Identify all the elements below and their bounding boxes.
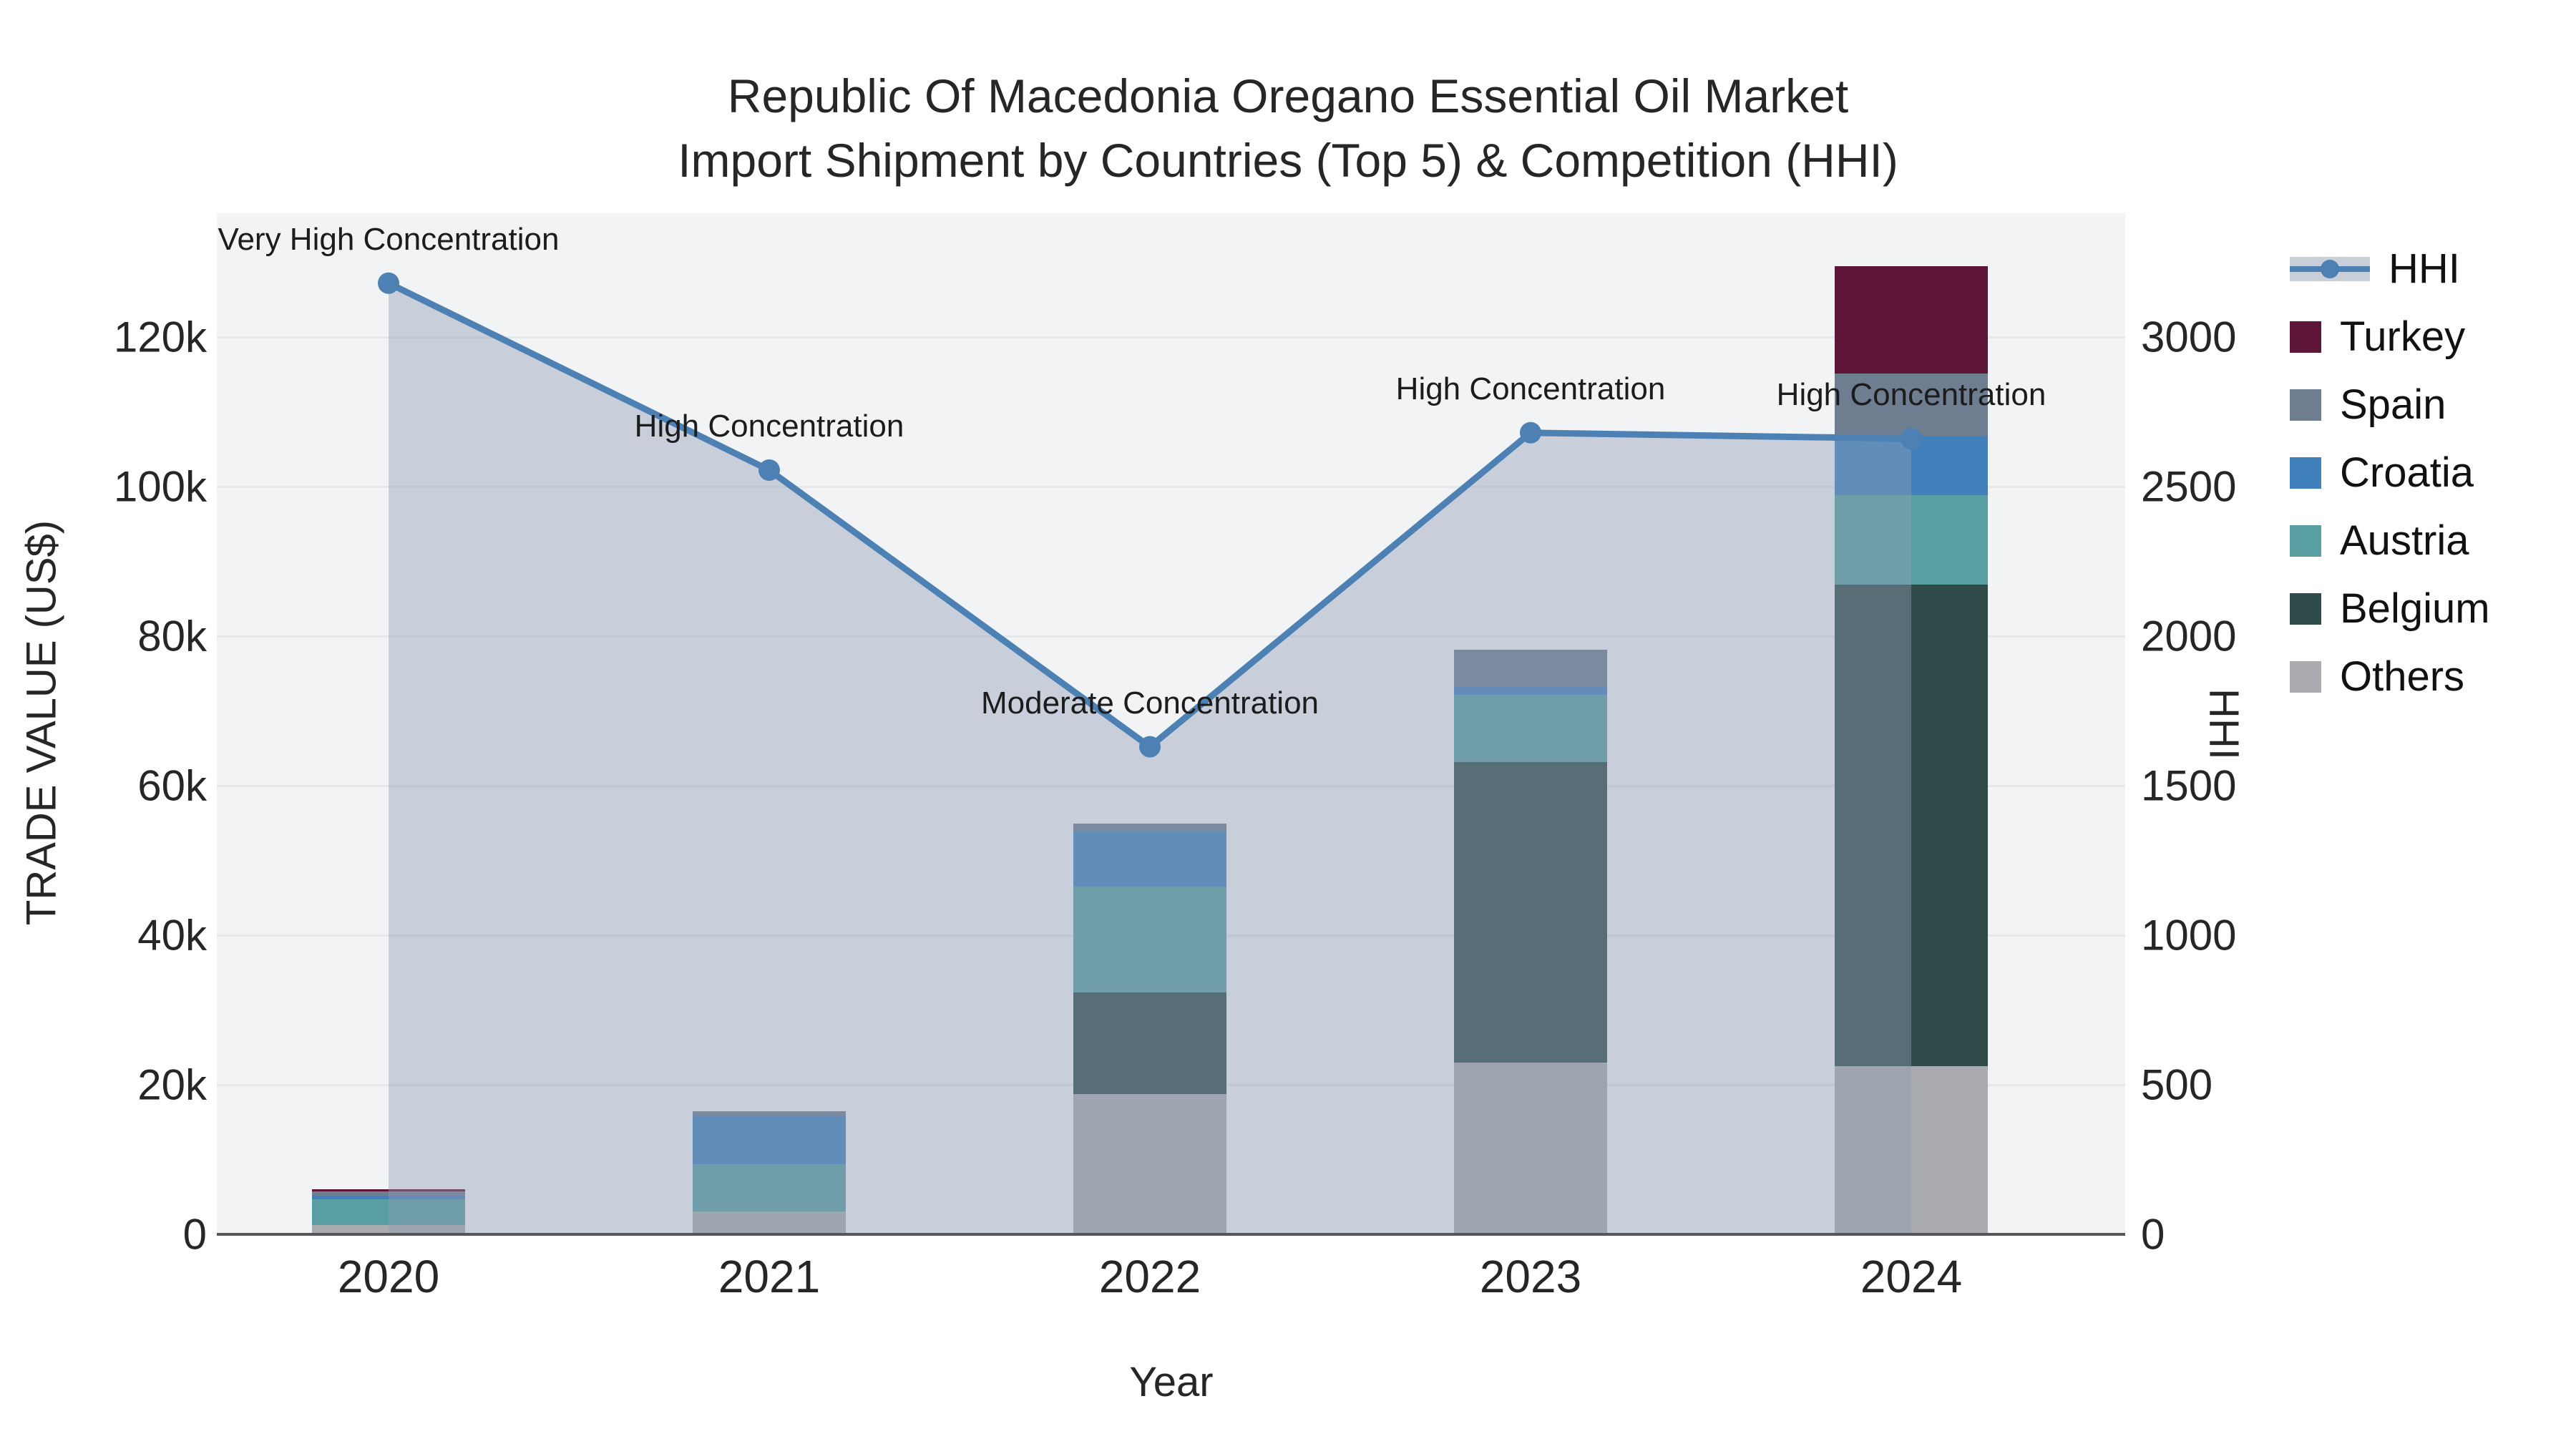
y-right-tick-label: 1000 xyxy=(2141,911,2237,960)
h-gridline xyxy=(217,785,2125,787)
legend-item-spain[interactable]: Spain xyxy=(2290,371,2490,439)
bar-segment-belgium-2022[interactable] xyxy=(1073,992,1226,1094)
legend-label: Spain xyxy=(2340,381,2446,428)
bar-segment-croatia-2023[interactable] xyxy=(1454,686,1607,695)
bar-segment-turkey-2024[interactable] xyxy=(1835,265,1988,374)
annotation-2020: Very High Concentration xyxy=(218,221,560,257)
annotation-2021: High Concentration xyxy=(634,409,904,444)
y-right-tick-label: 2000 xyxy=(2141,612,2237,660)
x-axis-title: Year xyxy=(1129,1359,1214,1405)
legend-color-swatch-icon xyxy=(2290,389,2321,421)
y-right-tick-label: 3000 xyxy=(2141,313,2237,361)
legend-item-croatia[interactable]: Croatia xyxy=(2290,439,2490,507)
bar-segment-croatia-2021[interactable] xyxy=(693,1116,846,1164)
annotation-2022: Moderate Concentration xyxy=(980,685,1319,721)
stacked-bar-2024[interactable] xyxy=(1835,265,1988,1234)
legend-label: Croatia xyxy=(2340,449,2474,496)
bar-segment-spain-2021[interactable] xyxy=(693,1111,846,1116)
x-tick-label: 2023 xyxy=(1479,1251,1582,1302)
legend-color-swatch-icon xyxy=(2290,660,2321,693)
bar-segment-others-2022[interactable] xyxy=(1073,1093,1226,1234)
bar-segment-spain-2024[interactable] xyxy=(1835,374,1988,436)
hhi-marker-2020[interactable] xyxy=(378,272,399,294)
y-right-tick-label: 2500 xyxy=(2141,462,2237,511)
bar-segment-others-2020[interactable] xyxy=(312,1225,465,1234)
x-tick-label: 2024 xyxy=(1860,1251,1963,1302)
y-left-tick-label: 100k xyxy=(113,462,207,511)
chart-title-line1: Republic Of Macedonia Oregano Essential … xyxy=(727,69,1849,122)
legend-color-swatch-icon xyxy=(2290,525,2321,557)
y-left-tick-label: 80k xyxy=(137,612,207,660)
bar-segment-croatia-2020[interactable] xyxy=(312,1195,465,1199)
bar-segment-spain-2023[interactable] xyxy=(1454,649,1607,687)
y-left-tick-label: 20k xyxy=(137,1060,207,1109)
annotation-2024: High Concentration xyxy=(1776,377,2046,413)
hhi-swatch-dot xyxy=(2321,259,2339,278)
legend-label: Belgium xyxy=(2340,585,2490,632)
hhi-marker-2022[interactable] xyxy=(1139,736,1161,758)
bar-segment-croatia-2022[interactable] xyxy=(1073,831,1226,887)
bar-segment-others-2021[interactable] xyxy=(693,1211,846,1234)
y-left-tick-label: 120k xyxy=(113,313,207,361)
hhi-area-fill xyxy=(389,283,1911,1234)
bar-segment-spain-2022[interactable] xyxy=(1073,824,1226,831)
bar-segment-belgium-2023[interactable] xyxy=(1454,761,1607,1063)
bar-segment-austria-2024[interactable] xyxy=(1835,494,1988,585)
h-gridline xyxy=(217,635,2125,638)
x-tick-label: 2021 xyxy=(718,1251,821,1302)
bar-segment-austria-2020[interactable] xyxy=(312,1199,465,1226)
bar-segment-austria-2023[interactable] xyxy=(1454,694,1607,762)
x-axis-line xyxy=(217,1233,2125,1236)
legend-label: Others xyxy=(2340,653,2465,700)
y-left-tick-label: 0 xyxy=(182,1210,207,1259)
bar-segment-turkey-2020[interactable] xyxy=(312,1189,465,1192)
hhi-marker-2024[interactable] xyxy=(1901,428,1922,450)
bar-segment-belgium-2024[interactable] xyxy=(1835,584,1988,1066)
legend-label: HHI xyxy=(2389,245,2460,292)
y-right-tick-label: 0 xyxy=(2141,1210,2165,1259)
annotation-2023: High Concentration xyxy=(1395,371,1666,406)
hhi-marker-2023[interactable] xyxy=(1520,421,1541,444)
legend-color-swatch-icon xyxy=(2290,592,2321,625)
x-tick-label: 2020 xyxy=(337,1251,440,1302)
chart-title-line2: Import Shipment by Countries (Top 5) & C… xyxy=(678,134,1898,187)
legend: HHI Turkey Spain Croatia Austria Belgium Other… xyxy=(2290,235,2490,711)
legend-label: Turkey xyxy=(2340,313,2466,360)
stacked-bar-2022[interactable] xyxy=(1073,824,1226,1234)
legend-item-turkey[interactable]: Turkey xyxy=(2290,303,2490,371)
stacked-bar-2023[interactable] xyxy=(1454,649,1607,1234)
legend-item-hhi[interactable]: HHI xyxy=(2290,235,2490,303)
y-right-tick-label: 500 xyxy=(2141,1060,2213,1109)
stacked-bar-2021[interactable] xyxy=(693,1111,846,1234)
bar-segment-austria-2022[interactable] xyxy=(1073,887,1226,993)
bar-segment-others-2024[interactable] xyxy=(1835,1065,1988,1234)
bar-segment-spain-2020[interactable] xyxy=(312,1191,465,1196)
legend-item-others[interactable]: Others xyxy=(2290,643,2490,711)
legend-color-swatch-icon xyxy=(2290,321,2321,353)
legend-item-belgium[interactable]: Belgium xyxy=(2290,575,2490,643)
bar-segment-austria-2021[interactable] xyxy=(693,1163,846,1211)
y-right-axis-title: HHI xyxy=(2200,688,2248,760)
hhi-marker-2021[interactable] xyxy=(758,459,780,482)
x-tick-label: 2022 xyxy=(1098,1251,1201,1302)
legend-label: Austria xyxy=(2340,517,2469,564)
y-left-tick-label: 60k xyxy=(137,761,207,810)
stacked-bar-2020[interactable] xyxy=(312,1189,465,1234)
y-left-tick-label: 40k xyxy=(137,911,207,960)
h-gridline xyxy=(217,336,2125,338)
hhi-line-swatch-icon xyxy=(2290,256,2370,281)
h-gridline xyxy=(217,486,2125,488)
y-left-axis-title: TRADE VALUE (US$) xyxy=(18,519,65,926)
legend-item-austria[interactable]: Austria xyxy=(2290,507,2490,575)
y-right-tick-label: 1500 xyxy=(2141,761,2237,810)
legend-color-swatch-icon xyxy=(2290,457,2321,489)
bar-segment-others-2023[interactable] xyxy=(1454,1062,1607,1234)
